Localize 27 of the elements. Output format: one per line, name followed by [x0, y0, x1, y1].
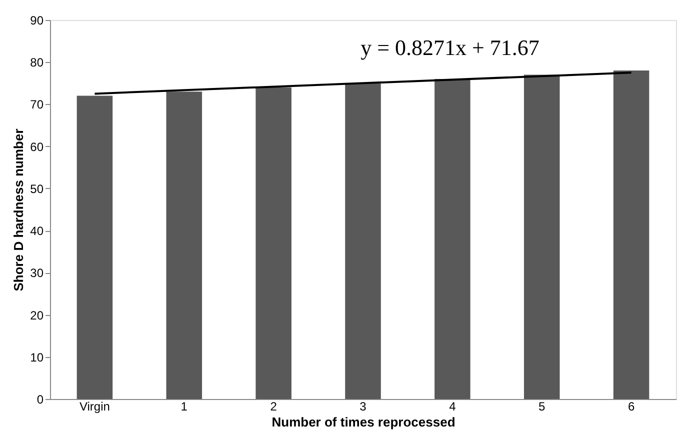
bar [76, 96, 113, 399]
annotation: y = 0.8271x + 71.67 [360, 35, 540, 60]
y-tick-label: 40 [30, 224, 44, 238]
y-tick-label: 50 [30, 182, 44, 196]
bar [524, 74, 560, 399]
bar [345, 83, 381, 399]
y-axis-title: Shore D hardness number [11, 128, 26, 292]
y-tick-label: 10 [30, 350, 44, 364]
y-tick-label: 80 [30, 56, 44, 70]
x-tick-label: 4 [449, 400, 456, 414]
y-tick-label: 60 [30, 140, 44, 154]
x-tick-label: 3 [360, 400, 367, 414]
y-tick-label: 30 [30, 266, 44, 280]
bar [613, 70, 650, 399]
x-tick-label: Virgin [79, 400, 110, 414]
x-axis-title: Number of times reprocessed [272, 414, 456, 430]
x-tick-label: 1 [180, 400, 188, 414]
x-tick-label: 2 [270, 400, 278, 414]
y-tick-label: 90 [30, 14, 44, 28]
y-tick-label: 70 [30, 98, 44, 112]
x-tick-label: 5 [538, 400, 546, 414]
y-tick-label: 20 [30, 308, 44, 322]
bar [166, 92, 202, 399]
bar [434, 78, 470, 399]
bar [256, 87, 292, 399]
y-tick-label: 0 [36, 392, 44, 406]
x-tick-label: 6 [628, 400, 635, 414]
